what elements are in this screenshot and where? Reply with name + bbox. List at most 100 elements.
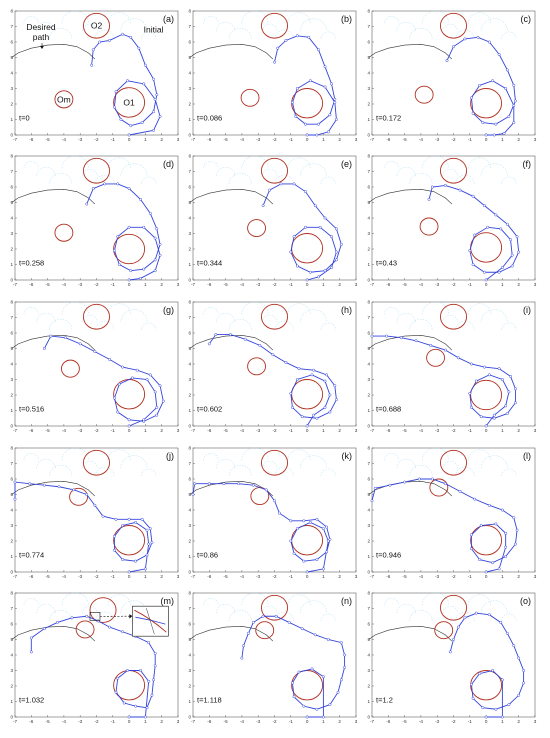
x-tick-label: -6 (386, 137, 391, 142)
y-tick-label: 0 (188, 278, 191, 283)
robot-joint (134, 559, 138, 563)
y-tick-label: 4 (367, 653, 370, 658)
robot-joint (251, 621, 255, 624)
y-tick-label: 3 (10, 668, 13, 673)
plot-frame (371, 155, 536, 281)
x-tick-label: -6 (386, 428, 391, 433)
robot-joint (142, 82, 146, 86)
obstacle-om (247, 357, 266, 376)
y-tick-label: 4 (10, 71, 13, 76)
robot-joint (321, 715, 325, 719)
y-tick-label: 4 (188, 71, 191, 76)
robot-joint (343, 653, 347, 657)
x-tick-label: 1 (322, 719, 325, 724)
obstacle-om (419, 217, 439, 236)
robot-joint (302, 704, 306, 708)
robot-joint (326, 539, 330, 543)
x-tick-label: -7 (13, 574, 18, 579)
robot-joint (134, 520, 138, 524)
y-tick-label: 7 (10, 24, 13, 29)
robot-joint (478, 672, 482, 676)
ghost-trail (383, 447, 517, 476)
ghost-trail (203, 447, 336, 476)
time-label: t=0.086 (197, 113, 222, 122)
robot-joint (91, 48, 95, 52)
x-tick-label: -1 (111, 719, 116, 724)
time-label: t=0.43 (376, 258, 397, 267)
robot-joint (323, 85, 327, 89)
robot-joint (237, 482, 241, 486)
y-tick-label: 1 (188, 262, 191, 267)
robot-joint (122, 701, 126, 705)
robot-joint (333, 384, 337, 388)
panel-label: (h) (341, 305, 352, 315)
desired-path-line (11, 189, 96, 205)
robot-joint (325, 373, 329, 377)
robot-joint (295, 34, 299, 38)
x-tick-label: -5 (224, 282, 229, 287)
robot-joint (497, 567, 501, 571)
x-tick-label: 2 (338, 137, 341, 142)
robot-chain (428, 184, 520, 281)
robot-joint (127, 187, 131, 191)
robot-joint (513, 99, 517, 103)
robot-joint (42, 627, 46, 631)
y-tick-label: 7 (188, 169, 191, 174)
robot-joint (290, 405, 294, 409)
robot-joint (114, 90, 118, 94)
robot-joint (505, 68, 509, 72)
obstacle-om (434, 621, 454, 640)
x-tick-label: 1 (322, 137, 325, 142)
x-tick-label: -4 (419, 282, 424, 287)
y-tick-label: 1 (367, 262, 370, 267)
x-tick-label: 3 (177, 428, 180, 433)
robot-joint (315, 707, 319, 711)
robot-joint (321, 527, 325, 531)
x-tick-label: 0 (485, 137, 488, 142)
robot-joint (504, 531, 508, 535)
y-tick-label: 6 (188, 477, 191, 482)
x-tick-label: 2 (517, 428, 520, 433)
robot-joint (153, 258, 157, 262)
robot-chain (262, 183, 342, 281)
robot-joint (90, 63, 94, 67)
robot-joint (273, 499, 276, 503)
y-tick-label: 7 (10, 315, 13, 320)
robot-joint (121, 558, 125, 562)
y-tick-label: 0 (188, 715, 191, 720)
robot-joint (515, 528, 519, 532)
x-tick-label: -2 (451, 574, 456, 579)
x-tick-label: -1 (289, 428, 294, 433)
x-tick-label: -5 (224, 719, 229, 724)
x-tick-label: 1 (144, 282, 147, 287)
obstacle-o2 (440, 12, 467, 39)
robot-joint (330, 235, 333, 239)
y-tick-label: 7 (367, 461, 370, 466)
robot-joint (504, 404, 508, 408)
x-tick-label: -3 (256, 574, 261, 579)
arrowhead-icon (40, 45, 44, 49)
robot-joint (492, 416, 496, 420)
panel-label: (e) (341, 159, 352, 169)
robot-joint (240, 656, 244, 660)
obstacle-o2 (261, 303, 288, 330)
robot-joint (142, 267, 146, 271)
robot-joint (127, 570, 131, 574)
robot-joint (85, 493, 89, 496)
x-tick-label: -3 (435, 719, 440, 724)
robot-joint (295, 527, 299, 531)
x-tick-label: 0 (485, 574, 488, 579)
robot-joint (289, 250, 293, 254)
robot-joint (261, 614, 265, 618)
robot-joint (334, 227, 338, 231)
robot-joint (126, 669, 129, 672)
robot-joint (385, 334, 389, 338)
x-tick-label: -2 (272, 574, 277, 579)
robot-joint (300, 415, 304, 419)
x-tick-label: 3 (355, 282, 358, 287)
robot-joint (494, 213, 498, 217)
x-tick-label: 0 (306, 574, 309, 579)
